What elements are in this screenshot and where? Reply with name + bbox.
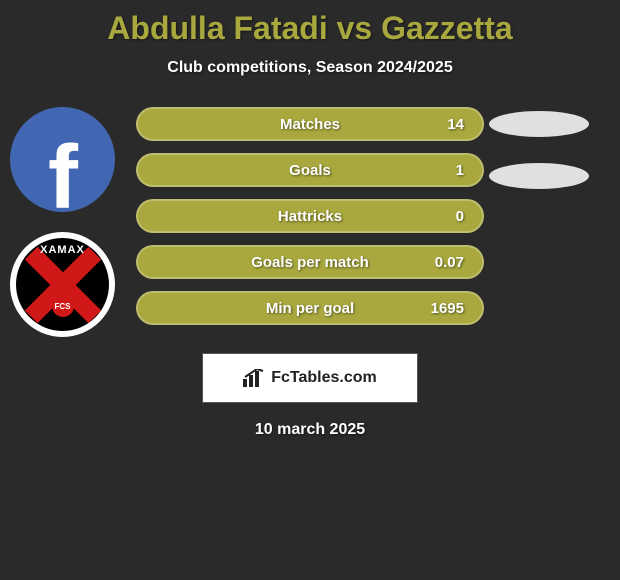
facebook-badge: f — [10, 107, 115, 212]
stat-label: Goals — [289, 162, 331, 179]
stat-label: Hattricks — [278, 208, 342, 225]
stat-value: 1 — [456, 162, 464, 179]
xamax-fcs-badge: FCS — [52, 295, 74, 317]
branding-text: FcTables.com — [271, 369, 377, 387]
page-title: Abdulla Fatadi vs Gazzetta — [0, 0, 620, 47]
stat-pill-hattricks: Hattricks 0 — [136, 199, 484, 233]
branding-box: FcTables.com — [202, 353, 418, 403]
stat-label: Min per goal — [266, 300, 354, 317]
xamax-inner-circle: XAMAX FCS — [16, 238, 109, 331]
stat-pill-goals: Goals 1 — [136, 153, 484, 187]
stat-pill-min-per-goal: Min per goal 1695 — [136, 291, 484, 325]
stat-value: 0.07 — [435, 254, 464, 271]
left-badges-column: f XAMAX FCS — [10, 107, 120, 357]
stat-label: Matches — [280, 116, 340, 133]
xamax-badge: XAMAX FCS — [10, 232, 115, 337]
subtitle: Club competitions, Season 2024/2025 — [0, 59, 620, 77]
right-shapes-column — [489, 107, 604, 215]
stat-value: 0 — [456, 208, 464, 225]
stats-pills-column: Matches 14 Goals 1 Hattricks 0 Goals per… — [136, 107, 484, 337]
stat-value: 1695 — [431, 300, 464, 317]
stat-label: Goals per match — [251, 254, 369, 271]
stat-pill-matches: Matches 14 — [136, 107, 484, 141]
date-text: 10 march 2025 — [0, 421, 620, 439]
infographic-container: Abdulla Fatadi vs Gazzetta Club competit… — [0, 0, 620, 580]
comparison-ellipse — [489, 111, 589, 137]
xamax-text: XAMAX — [16, 244, 109, 256]
comparison-ellipse — [489, 163, 589, 189]
facebook-icon: f — [48, 127, 78, 212]
stat-value: 14 — [447, 116, 464, 133]
stats-area: f XAMAX FCS Matches 14 Goals 1 Hattricks — [0, 107, 620, 347]
chart-icon — [243, 369, 265, 387]
stat-pill-goals-per-match: Goals per match 0.07 — [136, 245, 484, 279]
